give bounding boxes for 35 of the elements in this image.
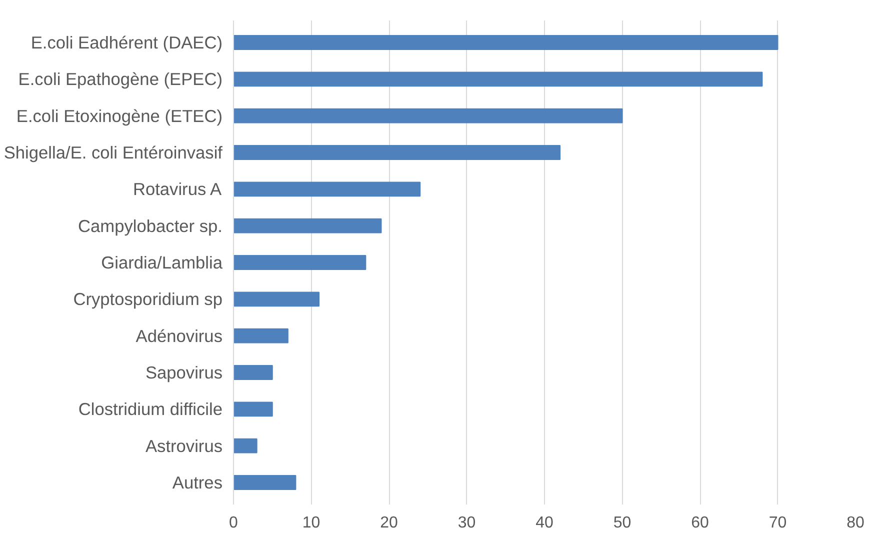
x-tick-label: 0 xyxy=(229,514,238,532)
y-tick-label: Rotavirus A xyxy=(132,179,222,200)
bar xyxy=(234,145,561,160)
bar xyxy=(234,475,296,490)
x-tick-label: 20 xyxy=(380,514,398,532)
bar xyxy=(234,108,623,124)
x-tick-label: 40 xyxy=(536,514,554,532)
y-tick-label: Autres xyxy=(172,472,223,492)
y-tick-label: E.coli Etoxinogène (ETEC) xyxy=(16,106,223,126)
y-tick-label: Cryptosporidium sp xyxy=(73,289,223,310)
x-tick-label: 50 xyxy=(613,514,632,532)
bar xyxy=(234,72,763,87)
bar xyxy=(234,292,320,307)
y-tick-label: E.coli Epathogène (EPEC) xyxy=(18,69,223,90)
bar xyxy=(234,402,273,417)
x-tick-label: 70 xyxy=(768,514,787,532)
x-tick-label: 80 xyxy=(846,514,864,532)
bar xyxy=(234,255,366,270)
bar xyxy=(234,182,421,197)
bar xyxy=(234,438,258,454)
bar xyxy=(234,218,382,234)
y-tick-label: Giardia/Lamblia xyxy=(101,252,223,272)
x-tick-label: 10 xyxy=(302,514,320,532)
bar xyxy=(234,365,273,380)
bar xyxy=(234,35,778,50)
y-tick-label: Adénovirus xyxy=(136,326,223,346)
y-tick-label: Shigella/E. coli Entéroinvasif xyxy=(4,142,223,162)
bar xyxy=(234,328,288,344)
x-tick-label: 60 xyxy=(691,514,709,532)
y-tick-label: Sapovirus xyxy=(145,362,223,382)
x-tick-label: 30 xyxy=(458,514,476,532)
y-tick-label: Astrovirus xyxy=(145,436,223,456)
y-tick-label: Campylobacter sp. xyxy=(78,216,223,236)
y-tick-label: E.coli Eadhérent (DAEC) xyxy=(30,32,223,52)
y-tick-label: Clostridium difficile xyxy=(78,399,222,420)
